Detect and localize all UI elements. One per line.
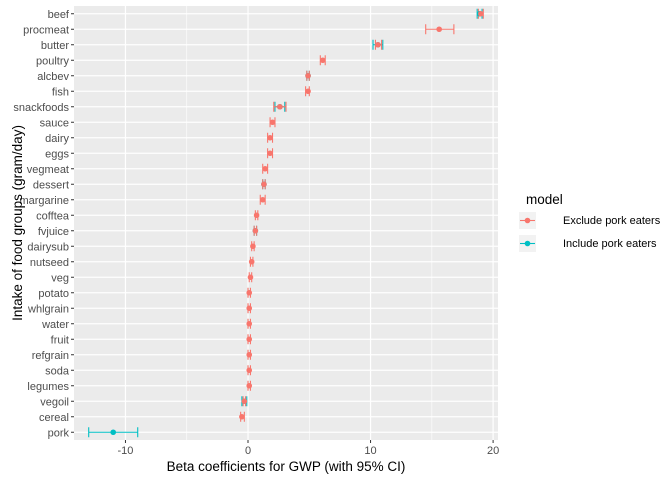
legend-title: model: [526, 192, 563, 207]
y-tick-label: beef: [48, 9, 70, 21]
points: [110, 10, 484, 436]
legend-key-point: [524, 217, 531, 224]
y-tick-label: dessert: [33, 179, 69, 191]
y-tick-label: nutseed: [30, 257, 69, 269]
x-tick-label: 10: [364, 445, 376, 457]
data-point: [239, 413, 245, 420]
data-point: [246, 367, 253, 374]
data-point: [478, 10, 484, 17]
data-point: [246, 351, 253, 358]
y-tick-label: potato: [38, 288, 69, 300]
y-tick-label: fruit: [51, 334, 69, 346]
data-point: [261, 181, 267, 188]
y-tick-label: procmeat: [23, 24, 69, 36]
y-tick-label: dairysub: [27, 241, 69, 253]
y-tick-label: legumes: [27, 381, 69, 393]
x-axis: -10 0 10 20: [118, 440, 499, 457]
y-tick-label: margarine: [19, 195, 69, 207]
y-tick-label: cereal: [39, 412, 69, 424]
y-tick-label: butter: [41, 40, 69, 52]
y-tick-label: alcbev: [37, 71, 69, 83]
y-tick-label: poultry: [36, 55, 70, 67]
data-point: [110, 429, 117, 436]
legend-label: Include pork eaters: [563, 238, 657, 250]
data-point: [248, 258, 255, 265]
x-axis-title: Beta coefficients for GWP (with 95% CI): [167, 459, 406, 474]
y-tick-label: dairy: [45, 133, 69, 145]
data-point: [241, 398, 248, 405]
y-axis: beef procmeat butter poultry alcbev fish snack…: [13, 9, 74, 439]
legend-key-point: [524, 240, 531, 247]
data-point: [246, 382, 253, 389]
y-tick-label: snackfoods: [13, 102, 69, 114]
data-point: [305, 72, 311, 79]
data-point: [252, 227, 259, 234]
x-tick-label: 0: [245, 445, 251, 457]
legend: model Exclude pork eaters Include pork ea…: [519, 192, 661, 252]
data-point: [267, 134, 273, 141]
legend-label: Exclude pork eaters: [563, 215, 661, 227]
x-tick-label: -10: [118, 445, 134, 457]
data-point: [267, 150, 273, 157]
y-tick-label: vegmeat: [27, 164, 69, 176]
y-tick-label: refgrain: [32, 350, 69, 362]
y-tick-label: fvjuice: [38, 226, 69, 238]
data-point: [246, 289, 253, 296]
x-tick-label: 20: [487, 445, 499, 457]
y-tick-label: veg: [51, 272, 69, 284]
y-tick-label: whlgrain: [27, 303, 69, 315]
data-point: [262, 165, 268, 172]
data-point: [436, 26, 442, 33]
data-point: [305, 88, 311, 95]
data-point: [269, 119, 276, 126]
y-tick-label: cofftea: [36, 210, 70, 222]
data-point: [246, 336, 253, 343]
legend-entries: Exclude pork eaters Include pork eaters: [519, 212, 661, 252]
data-point: [246, 320, 253, 327]
y-tick-label: pork: [48, 427, 70, 439]
y-tick-label: eggs: [45, 148, 69, 160]
y-tick-label: soda: [45, 365, 70, 377]
data-point: [253, 212, 260, 219]
y-axis-title: Intake of food groups (gram/day): [10, 125, 25, 321]
y-tick-label: vegoil: [40, 396, 69, 408]
data-point: [375, 41, 381, 48]
y-tick-label: fish: [52, 86, 69, 98]
data-point: [246, 305, 253, 312]
data-point: [247, 274, 254, 281]
data-point: [277, 103, 283, 110]
data-point: [250, 243, 256, 250]
data-point: [259, 196, 266, 203]
data-point: [319, 57, 326, 64]
y-tick-label: water: [41, 319, 69, 331]
y-tick-label: sauce: [40, 117, 69, 129]
plot-panel: [74, 6, 498, 440]
